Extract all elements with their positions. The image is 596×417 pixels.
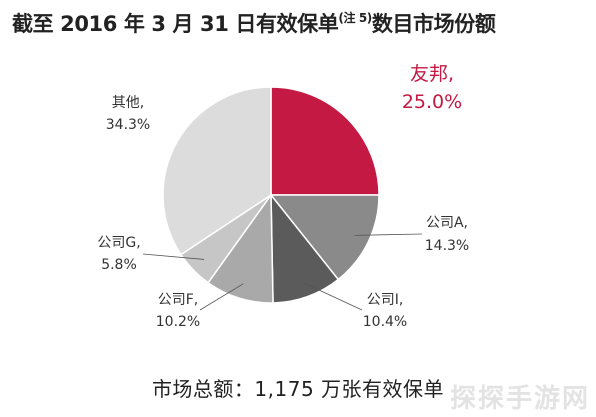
market-total-caption: 市场总额：1,175 万张有效保单 [151,377,445,401]
slice-value-others: 34.3% [106,117,150,133]
slice-label-aia: 友邦, [410,63,454,85]
slice-value-company-a: 14.3% [425,238,469,254]
slice-label-company-i: 公司I, [367,292,404,308]
chart-title: 截至 2016 年 3 月 31 日有效保单(注 5)数目市场份额 [12,8,592,38]
watermark: 探探手游网 [449,384,590,414]
pie-slice-others [162,86,272,256]
chart-title-note: (注 5) [338,11,372,25]
slice-label-others: 其他, [112,95,144,111]
slice-value-company-g: 5.8% [101,257,137,273]
chart-title-suffix: 数目市场份额 [371,12,496,36]
pie-slice-aia [270,86,380,196]
leader-line-company-i [302,282,363,311]
slice-label-company-f: 公司F, [158,292,199,308]
slice-value-aia: 25.0% [402,91,462,113]
slice-value-company-f: 10.2% [156,314,200,330]
slice-label-company-g: 公司G, [97,235,140,251]
pie-slice-company-a [269,194,380,281]
leader-line-company-a [354,233,423,236]
chart-title-main: 截至 2016 年 3 月 31 日有效保单 [12,12,339,36]
leader-line-company-f [199,283,244,311]
pie-slice-company-i [270,192,340,304]
slice-label-company-a: 公司A, [426,215,468,231]
leader-line-company-g [142,253,205,260]
slice-value-company-i: 10.4% [363,314,407,330]
